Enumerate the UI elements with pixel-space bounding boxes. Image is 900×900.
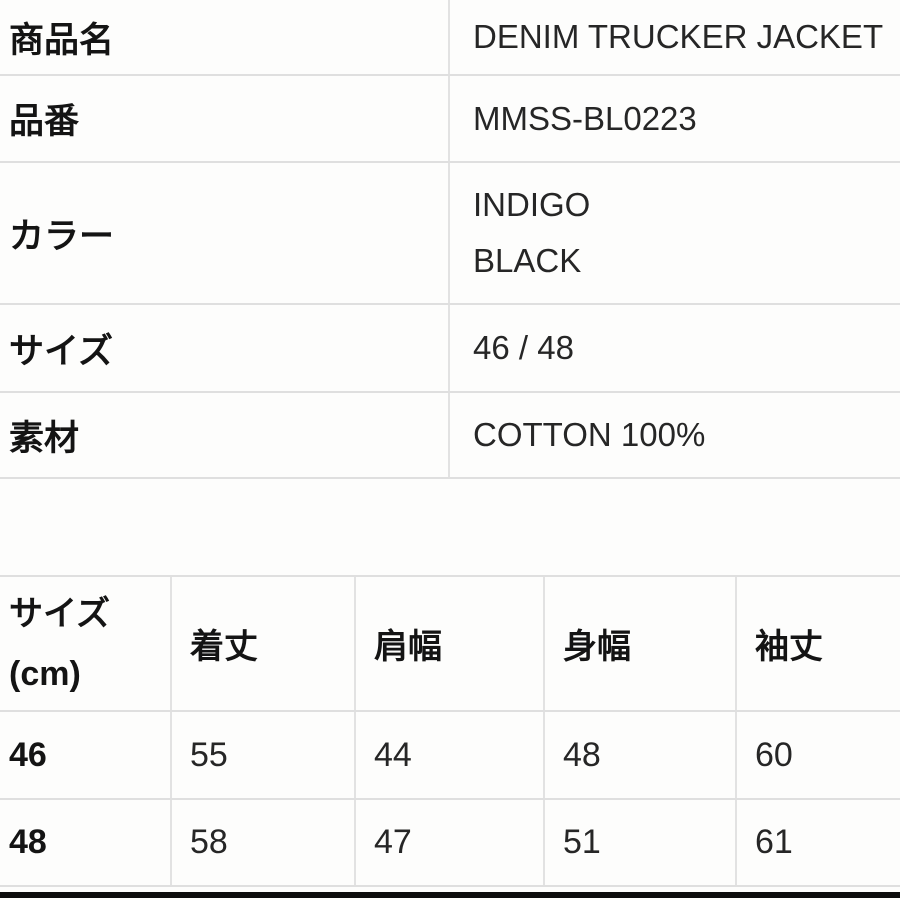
spec-value-line: COTTON 100% [473, 416, 706, 453]
spec-value-line: BLACK [473, 242, 582, 279]
size-chart-header-shoulder-width: 肩幅 [356, 577, 545, 710]
size-chart-value: 58 [172, 800, 356, 885]
spec-value-size: 46 / 48 [450, 305, 900, 391]
spec-label-material: 素材 [0, 393, 450, 477]
size-chart-header-size: サイズ [9, 594, 110, 633]
size-chart-value: 55 [172, 712, 356, 798]
size-chart-header-sleeve-length: 袖丈 [755, 628, 823, 666]
spec-value-item-number: MMSS-BL0223 [450, 76, 900, 161]
size-chart-header-body-width: 身幅 [545, 577, 737, 710]
size-chart-table: サイズ (cm) 着丈 肩幅 身幅 袖丈 46 55 44 48 60 48 5… [0, 575, 900, 887]
size-chart-value: 60 [755, 735, 793, 774]
size-chart-size-label: 46 [0, 712, 172, 798]
spec-label-item-number: 品番 [0, 76, 450, 161]
spec-value-product-name: DENIM TRUCKER JACKET [450, 0, 900, 74]
spec-row-material: 素材 COTTON 100% [0, 393, 900, 479]
spec-value-color: INDIGO BLACK [450, 163, 900, 303]
spec-value-line: 46 / 48 [473, 329, 574, 366]
size-chart-value: 48 [545, 712, 737, 798]
spec-label-product-name: 商品名 [0, 0, 450, 74]
size-chart-value: 47 [356, 800, 545, 885]
spec-label-size: サイズ [0, 305, 450, 391]
spec-row-product-name: 商品名 DENIM TRUCKER JACKET [0, 0, 900, 76]
spec-label-color: カラー [0, 163, 450, 303]
spec-row-size: サイズ 46 / 48 [0, 305, 900, 393]
product-spec-table: 商品名 DENIM TRUCKER JACKET 品番 MMSS-BL0223 … [0, 0, 900, 479]
size-chart-header-size-cm: サイズ (cm) [0, 577, 172, 710]
size-chart-row-46: 46 55 44 48 60 [0, 712, 900, 800]
size-chart-header-cm: (cm) [9, 654, 81, 693]
spec-value-line: DENIM TRUCKER JACKET [473, 18, 884, 55]
table-gap [0, 479, 900, 575]
spec-row-item-number: 品番 MMSS-BL0223 [0, 76, 900, 163]
size-chart-header-row: サイズ (cm) 着丈 肩幅 身幅 袖丈 [0, 577, 900, 712]
spec-row-color: カラー INDIGO BLACK [0, 163, 900, 305]
spec-value-line: MMSS-BL0223 [473, 99, 697, 137]
size-chart-value: 51 [545, 800, 737, 885]
size-chart-size-label: 48 [0, 800, 172, 885]
size-chart-header-body-length: 着丈 [172, 577, 356, 710]
photo-bottom-edge [0, 892, 900, 898]
spec-value-material: COTTON 100% [450, 393, 900, 477]
size-chart-value: 61 [755, 823, 793, 861]
size-chart-row-48: 48 58 47 51 61 [0, 800, 900, 887]
size-chart-value: 44 [356, 712, 545, 798]
spec-value-line: INDIGO [473, 186, 591, 223]
